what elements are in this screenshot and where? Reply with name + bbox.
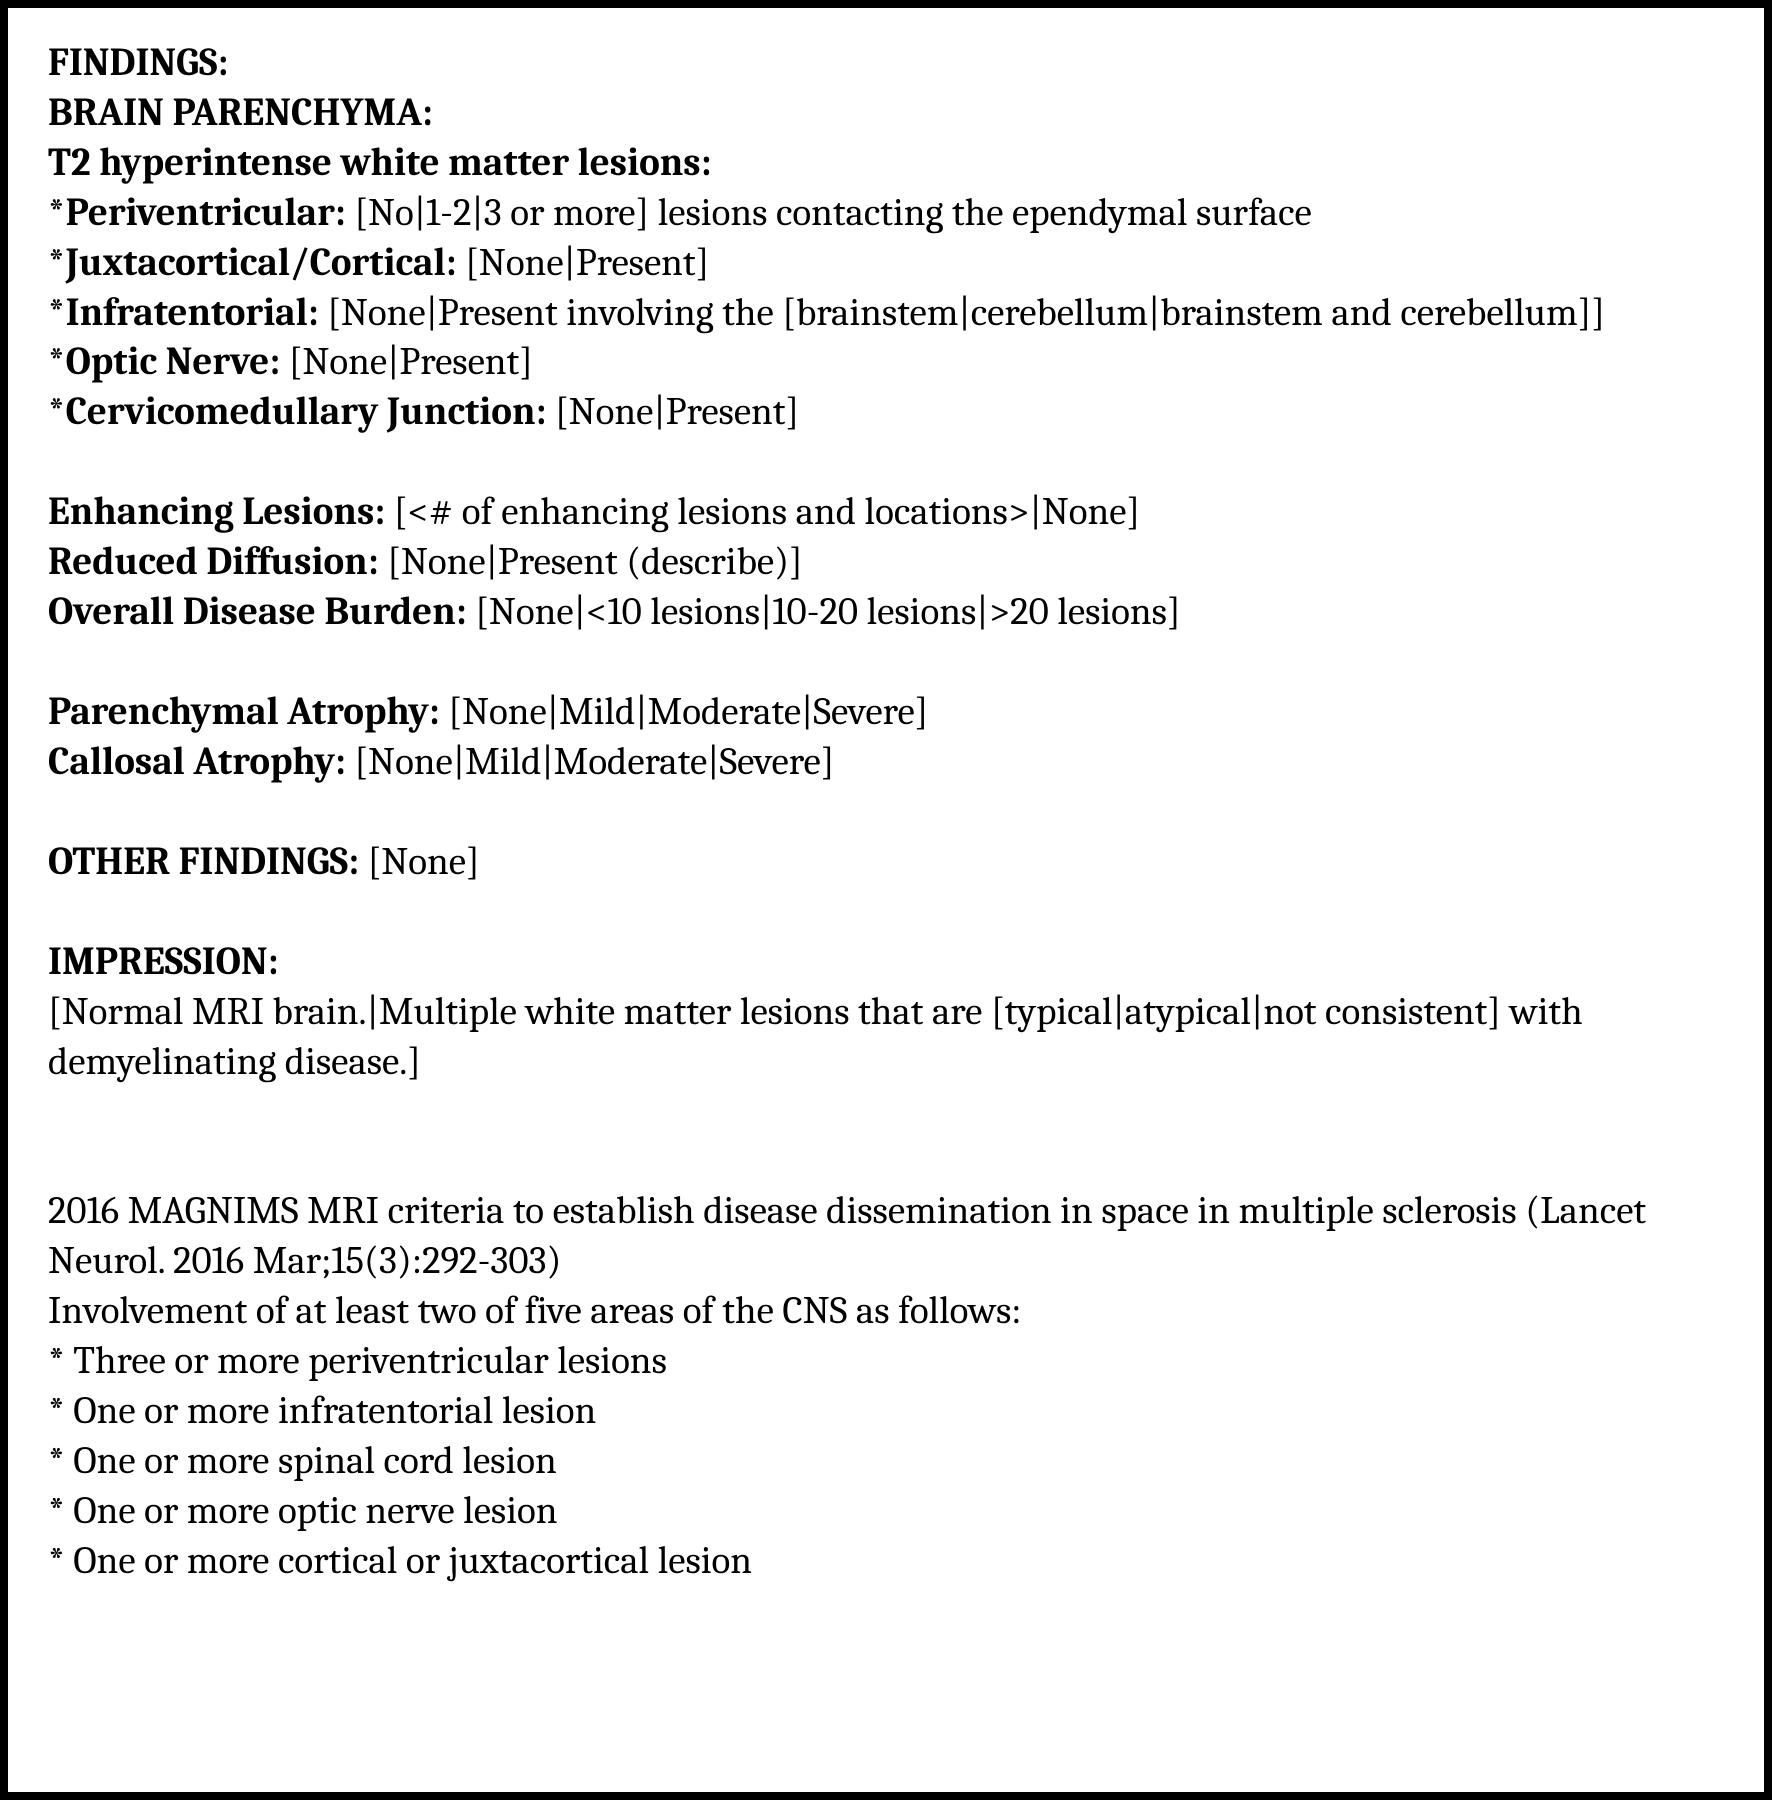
magnims-bullet-2: * One or more infratentorial lesion	[48, 1386, 1724, 1436]
row-callosal-atrophy: Callosal Atrophy: [None|Mild|Moderate|Se…	[48, 737, 1724, 787]
opts-optic-nerve: [None|Present]	[280, 339, 533, 384]
opts-juxtacortical: [None|Present]	[457, 240, 710, 285]
spacer	[48, 787, 1724, 837]
row-juxtacortical: *Juxtacortical/Cortical: [None|Present]	[48, 238, 1724, 288]
label-juxtacortical: *Juxtacortical/Cortical:	[48, 240, 457, 285]
label-periventricular: *Periventricular:	[48, 190, 346, 235]
row-parenchymal-atrophy: Parenchymal Atrophy: [None|Mild|Moderate…	[48, 687, 1724, 737]
label-callosal-atrophy: Callosal Atrophy:	[48, 739, 346, 784]
row-optic-nerve: *Optic Nerve: [None|Present]	[48, 337, 1724, 387]
magnims-title: 2016 MAGNIMS MRI criteria to establish d…	[48, 1186, 1724, 1286]
heading-impression: IMPRESSION:	[48, 937, 1724, 987]
label-other-findings: OTHER FINDINGS:	[48, 839, 359, 884]
label-burden: Overall Disease Burden:	[48, 589, 467, 634]
opts-cmj: [None|Present]	[546, 389, 799, 434]
spacer	[48, 887, 1724, 937]
row-enhancing: Enhancing Lesions: [<# of enhancing lesi…	[48, 487, 1724, 537]
label-cmj: *Cervicomedullary Junction:	[48, 389, 546, 434]
opts-other-findings: [None]	[359, 839, 480, 884]
opts-callosal-atrophy: [None|Mild|Moderate|Severe]	[346, 739, 835, 784]
label-diffusion: Reduced Diffusion:	[48, 539, 379, 584]
opts-parenchymal-atrophy: [None|Mild|Moderate|Severe]	[440, 689, 929, 734]
heading-findings: FINDINGS:	[48, 38, 1724, 88]
impression-text: [Normal MRI brain.|Multiple white matter…	[48, 987, 1724, 1087]
magnims-intro: Involvement of at least two of five area…	[48, 1286, 1724, 1336]
row-burden: Overall Disease Burden: [None|<10 lesion…	[48, 587, 1724, 637]
row-diffusion: Reduced Diffusion: [None|Present (descri…	[48, 537, 1724, 587]
opts-burden: [None|<10 lesions|10-20 lesions|>20 lesi…	[467, 589, 1181, 634]
heading-brain-parenchyma: BRAIN PARENCHYMA:	[48, 88, 1724, 138]
spacer	[48, 1086, 1724, 1136]
spacer	[48, 437, 1724, 487]
magnims-bullet-1: * Three or more periventricular lesions	[48, 1336, 1724, 1386]
report-document: FINDINGS: BRAIN PARENCHYMA: T2 hyperinte…	[0, 0, 1772, 1800]
magnims-bullet-3: * One or more spinal cord lesion	[48, 1436, 1724, 1486]
label-infratentorial: *Infratentorial:	[48, 290, 319, 335]
magnims-bullet-5: * One or more cortical or juxtacortical …	[48, 1536, 1724, 1586]
label-optic-nerve: *Optic Nerve:	[48, 339, 280, 384]
spacer	[48, 1136, 1724, 1186]
row-cmj: *Cervicomedullary Junction: [None|Presen…	[48, 387, 1724, 437]
opts-enhancing: [<# of enhancing lesions and locations>|…	[385, 489, 1140, 534]
heading-t2-lesions: T2 hyperintense white matter lesions:	[48, 138, 1724, 188]
row-periventricular: *Periventricular: [No|1-2|3 or more] les…	[48, 188, 1724, 238]
label-enhancing: Enhancing Lesions:	[48, 489, 385, 534]
label-parenchymal-atrophy: Parenchymal Atrophy:	[48, 689, 440, 734]
row-infratentorial: *Infratentorial: [None|Present involving…	[48, 288, 1724, 338]
magnims-bullet-4: * One or more optic nerve lesion	[48, 1486, 1724, 1536]
opts-diffusion: [None|Present (describe)]	[379, 539, 803, 584]
spacer	[48, 637, 1724, 687]
opts-periventricular: [No|1-2|3 or more] lesions contacting th…	[346, 190, 1312, 235]
opts-infratentorial: [None|Present involving the [brainstem|c…	[319, 290, 1605, 335]
row-other-findings: OTHER FINDINGS: [None]	[48, 837, 1724, 887]
